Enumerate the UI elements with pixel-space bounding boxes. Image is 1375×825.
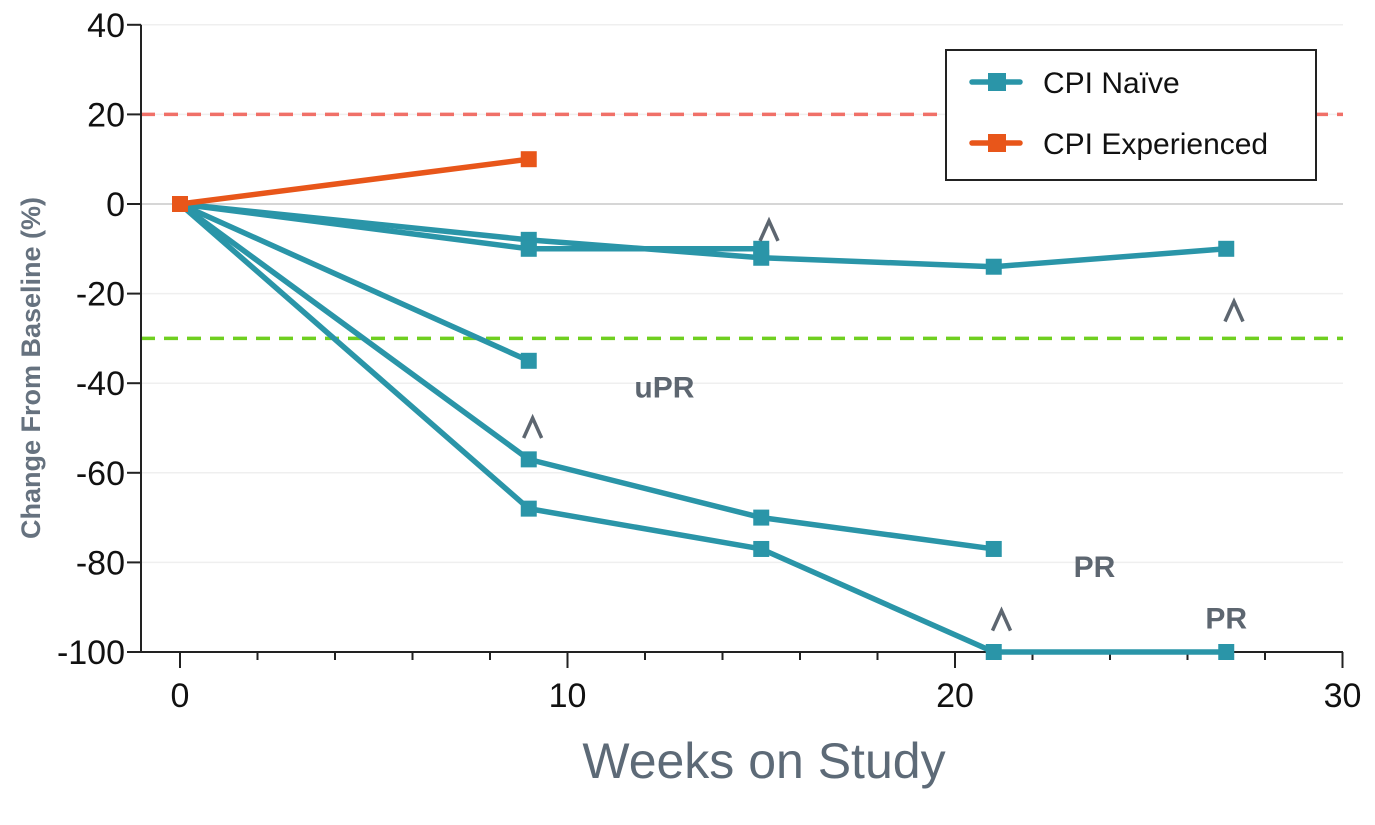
data-point-naive [520, 451, 537, 468]
x-axis-label: Weeks on Study [582, 733, 945, 789]
x-tick-label: 30 [1324, 677, 1362, 715]
caret-marker [990, 606, 1013, 632]
y-tick-label: -20 [76, 276, 125, 314]
series-line-naive [178, 201, 1227, 655]
response-label: uPR [634, 372, 694, 405]
data-point-experienced [172, 196, 188, 212]
legend-label: CPI Naïve [1043, 67, 1180, 100]
data-point-naive [520, 240, 537, 257]
data-point-naive [753, 540, 770, 557]
y-tick-label: -40 [76, 365, 125, 403]
data-point-naive [520, 500, 537, 517]
series-line-naive [178, 201, 530, 364]
legend: CPI Naïve CPI Experienced [945, 49, 1317, 181]
data-point-naive [985, 258, 1002, 275]
series-line-experienced [179, 156, 530, 207]
caret-marker [1223, 297, 1245, 323]
series-group [172, 151, 1235, 660]
response-label: PR [1074, 551, 1116, 584]
data-point-naive [1218, 644, 1235, 660]
legend-swatch-marker [988, 134, 1006, 152]
data-point-naive [985, 540, 1002, 557]
x-tick-label: 0 [171, 677, 190, 715]
legend-box [945, 49, 1317, 181]
y-tick-label: -60 [76, 455, 125, 493]
y-tick-label: 20 [87, 96, 125, 134]
legend-label: CPI Experienced [1043, 128, 1268, 161]
data-point-naive [985, 644, 1002, 660]
series-line-naive [179, 201, 1227, 270]
data-point-naive [1218, 240, 1235, 257]
y-tick-label: -100 [57, 634, 125, 672]
caret-marker [522, 413, 544, 439]
y-tick-label: -80 [76, 544, 125, 582]
data-point-naive [520, 352, 537, 369]
grid [141, 24, 1343, 564]
annotations: uPR PR PR [522, 216, 1247, 635]
x-tick-label: 10 [549, 677, 587, 715]
series-line-naive [178, 201, 995, 552]
caret-marker [758, 216, 780, 242]
legend-swatch-marker [988, 73, 1006, 91]
y-tick-label: 0 [106, 186, 125, 224]
data-point-naive [753, 509, 770, 526]
data-point-experienced [520, 151, 537, 168]
x-tick-label: 20 [936, 677, 974, 715]
y-tick-label: 40 [87, 7, 125, 45]
response-label: PR [1205, 602, 1247, 635]
data-point-naive [753, 240, 770, 257]
y-axis-label: Change From Baseline (%) [16, 197, 46, 539]
